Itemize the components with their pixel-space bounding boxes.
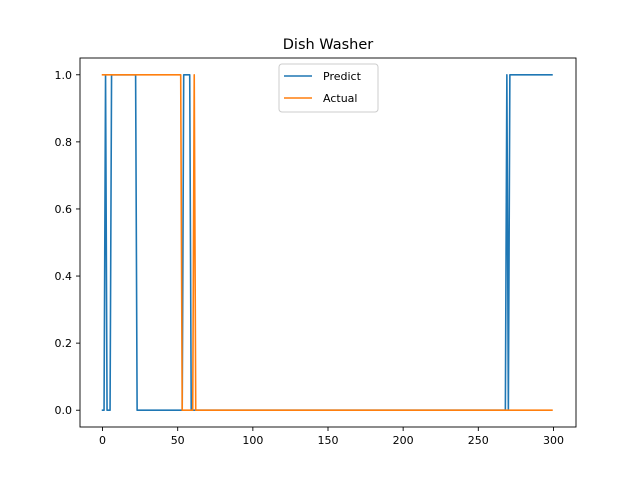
y-tick-label: 0.8: [55, 136, 73, 149]
chart-title: Dish Washer: [283, 37, 374, 53]
axes: 0 50 100 150 200 250 300 0.0 0.2 0.4 0.6 0.8 1.0: [55, 57, 577, 447]
legend: Predict Actual: [278, 63, 379, 113]
x-tick-label: 150: [318, 434, 339, 447]
y-tick-label: 0.2: [55, 337, 73, 350]
y-tick-label: 0.4: [55, 270, 73, 283]
x-tick-label: 300: [543, 434, 564, 447]
series-line-predict: [101, 73, 553, 412]
legend-label-actual: Actual: [323, 92, 357, 105]
x-tick-label: 50: [171, 434, 185, 447]
plot-area: [101, 73, 553, 412]
series-line-actual: [101, 73, 553, 412]
x-tick-label: 100: [242, 434, 263, 447]
x-tick-label: 0: [99, 434, 106, 447]
y-tick-label: 1.0: [55, 69, 73, 82]
x-tick-label: 250: [468, 434, 489, 447]
y-tick-label: 0.6: [55, 203, 73, 216]
y-tick-label: 0.0: [55, 404, 73, 417]
x-tick-label: 200: [393, 434, 414, 447]
legend-label-predict: Predict: [323, 70, 362, 83]
